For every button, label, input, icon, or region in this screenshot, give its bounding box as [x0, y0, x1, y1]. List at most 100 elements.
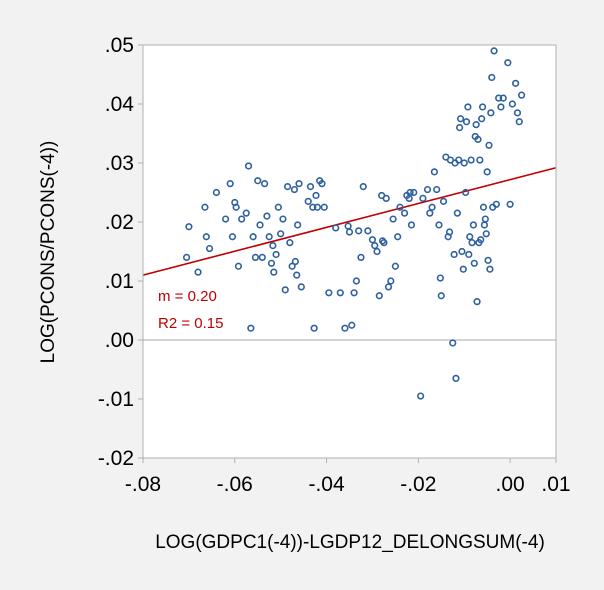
- data-point: [258, 253, 266, 261]
- data-point: [332, 224, 340, 232]
- data-point: [426, 209, 434, 217]
- data-point: [472, 121, 480, 129]
- data-point: [272, 250, 280, 259]
- data-point: [274, 203, 282, 211]
- data-point: [380, 239, 388, 247]
- data-point: [456, 123, 464, 132]
- data-point: [423, 185, 432, 194]
- data-point: [288, 262, 296, 270]
- regression-line: [142, 166, 557, 276]
- data-point: [396, 203, 404, 211]
- data-point: [483, 168, 491, 176]
- data-point: [485, 141, 493, 149]
- data-point: [474, 135, 482, 143]
- data-point: [473, 298, 481, 306]
- data-point: [371, 242, 379, 250]
- data-point: [512, 79, 520, 87]
- data-point: [359, 183, 367, 191]
- data-point: [336, 289, 344, 297]
- data-point: [310, 324, 318, 332]
- data-point: [384, 283, 393, 291]
- data-point: [462, 118, 471, 126]
- data-point: [439, 197, 448, 205]
- data-point: [269, 242, 277, 250]
- data-point: [309, 203, 317, 211]
- data-point: [185, 223, 193, 231]
- data-point: [293, 271, 301, 279]
- data-point: [290, 185, 299, 194]
- data-point: [348, 321, 356, 329]
- data-point: [261, 180, 269, 188]
- data-point: [435, 221, 443, 229]
- data-point: [417, 392, 425, 400]
- data-point: [506, 200, 514, 208]
- data-point: [406, 188, 414, 197]
- data-point: [234, 262, 243, 270]
- data-point: [487, 109, 495, 117]
- data-point: [279, 215, 287, 223]
- data-point: [478, 115, 486, 123]
- data-point: [312, 191, 320, 200]
- y-tick-label: .02: [105, 211, 134, 234]
- data-point: [247, 324, 255, 332]
- data-point: [244, 162, 253, 170]
- x-tick-label: -.04: [308, 473, 345, 496]
- data-point: [469, 221, 478, 229]
- data-point: [357, 253, 365, 261]
- data-point: [458, 247, 466, 256]
- x-tick-label: .00: [496, 473, 525, 496]
- data-point: [419, 194, 427, 202]
- data-point: [382, 194, 390, 202]
- plot-border: [142, 44, 557, 459]
- data-point: [504, 59, 512, 67]
- data-point: [242, 209, 250, 217]
- data-point: [286, 239, 294, 247]
- data-point: [297, 283, 305, 291]
- data-point: [205, 244, 214, 253]
- y-tick-label: .05: [105, 34, 134, 57]
- data-point: [368, 236, 377, 244]
- data-point: [433, 185, 441, 194]
- data-point: [453, 209, 461, 217]
- data-point: [387, 277, 395, 285]
- data-point: [251, 253, 260, 261]
- data-point: [306, 183, 315, 191]
- data-point: [400, 209, 409, 217]
- data-point: [350, 289, 358, 297]
- data-point: [256, 221, 264, 229]
- y-tick-label: .04: [105, 93, 135, 116]
- data-point: [391, 262, 399, 270]
- y-tick-label: .01: [105, 270, 134, 293]
- data-point: [456, 115, 465, 123]
- data-point: [492, 200, 500, 208]
- data-point: [355, 227, 363, 235]
- data-point: [497, 103, 505, 111]
- x-tick-label: -.02: [400, 473, 436, 496]
- data-point: [478, 103, 487, 111]
- data-point: [407, 221, 416, 229]
- plot-area: [143, 45, 556, 458]
- y-tick-label: .00: [105, 329, 134, 352]
- data-point: [517, 91, 526, 99]
- data-point: [465, 250, 473, 259]
- y-tick-label: -.02: [98, 447, 134, 470]
- data-point: [468, 239, 476, 247]
- y-tick-label: .03: [105, 152, 134, 175]
- data-point: [477, 236, 485, 244]
- data-point: [228, 233, 237, 241]
- data-point: [352, 277, 360, 285]
- data-point: [313, 203, 321, 211]
- data-point: [449, 339, 457, 347]
- data-point: [430, 168, 438, 176]
- x-tick-label: -.06: [217, 473, 253, 496]
- y-tick-label: -.01: [98, 388, 134, 411]
- data-point: [232, 203, 240, 211]
- data-point: [484, 256, 492, 264]
- data-point: [265, 233, 273, 241]
- data-point: [459, 265, 467, 273]
- data-point: [291, 257, 299, 266]
- data-point: [202, 233, 210, 241]
- data-point: [194, 268, 202, 276]
- data-point: [341, 324, 349, 332]
- data-point: [479, 203, 488, 211]
